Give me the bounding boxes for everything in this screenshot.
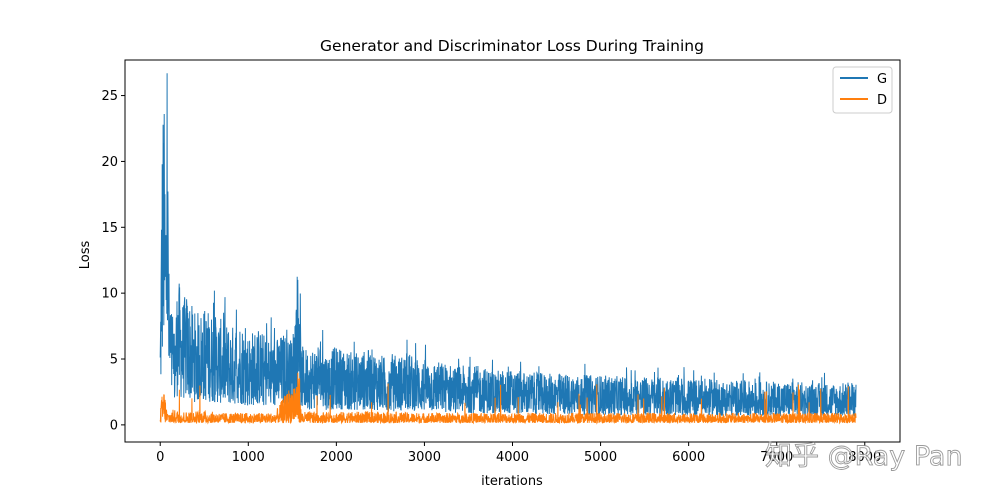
y-tick-label: 10 (101, 287, 118, 302)
x-tick-label: 8000 (848, 450, 881, 465)
y-tick-label: 15 (101, 221, 118, 236)
x-tick-label: 4000 (496, 450, 529, 465)
watermark: 知乎 @Ray Pan (765, 441, 963, 472)
y-tick-label: 25 (101, 89, 118, 104)
x-tick-label: 5000 (584, 450, 617, 465)
y-axis: 0 5 10 15 20 25 (101, 89, 125, 433)
x-axis: 0 1000 2000 3000 4000 5000 6000 7000 8000 (156, 442, 881, 465)
y-tick-label: 5 (110, 353, 118, 368)
y-tick-label: 0 (110, 418, 118, 433)
x-tick-label: 7000 (760, 450, 793, 465)
plot-area (159, 73, 857, 425)
legend: G D (832, 66, 893, 114)
series-line-g (159, 73, 857, 418)
series-line-d (159, 372, 857, 425)
x-tick-label: 3000 (408, 450, 441, 465)
x-tick-label: 6000 (672, 450, 705, 465)
y-axis-label: Loss (78, 241, 93, 270)
x-tick-label: 1000 (232, 450, 265, 465)
legend-label-d: D (877, 93, 887, 108)
x-tick-label: 2000 (320, 450, 353, 465)
x-axis-label: iterations (481, 474, 543, 489)
y-tick-label: 20 (101, 155, 118, 170)
x-tick-label: 0 (156, 450, 164, 465)
legend-label-g: G (877, 72, 887, 87)
chart-title: Generator and Discriminator Loss During … (320, 37, 704, 55)
